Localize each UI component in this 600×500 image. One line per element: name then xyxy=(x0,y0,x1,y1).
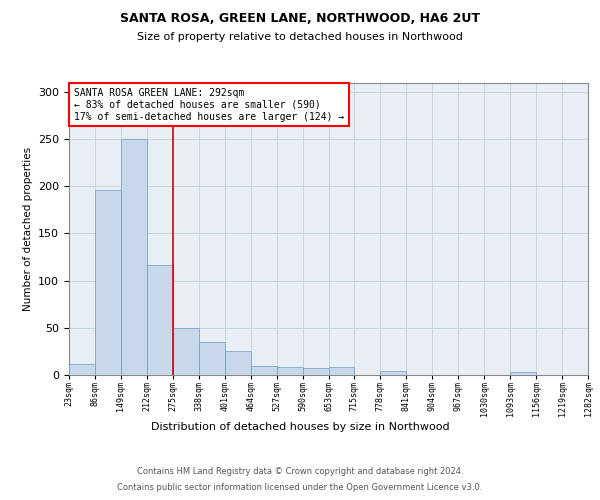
Bar xyxy=(121,139,147,375)
Bar xyxy=(277,366,302,375)
Bar xyxy=(380,371,406,375)
Bar xyxy=(147,264,173,375)
Text: Distribution of detached houses by size in Northwood: Distribution of detached houses by size … xyxy=(151,422,449,432)
Bar xyxy=(173,328,199,375)
Text: SANTA ROSA, GREEN LANE, NORTHWOOD, HA6 2UT: SANTA ROSA, GREEN LANE, NORTHWOOD, HA6 2… xyxy=(120,12,480,26)
Bar xyxy=(510,372,536,375)
Bar xyxy=(95,190,121,375)
Text: Contains HM Land Registry data © Crown copyright and database right 2024.: Contains HM Land Registry data © Crown c… xyxy=(137,468,463,476)
Bar xyxy=(69,364,95,375)
Bar xyxy=(251,366,277,375)
Y-axis label: Number of detached properties: Number of detached properties xyxy=(23,146,32,311)
Text: Size of property relative to detached houses in Northwood: Size of property relative to detached ho… xyxy=(137,32,463,42)
Bar xyxy=(225,352,251,375)
Bar xyxy=(329,366,355,375)
Text: SANTA ROSA GREEN LANE: 292sqm
← 83% of detached houses are smaller (590)
17% of : SANTA ROSA GREEN LANE: 292sqm ← 83% of d… xyxy=(74,88,344,122)
Text: Contains public sector information licensed under the Open Government Licence v3: Contains public sector information licen… xyxy=(118,482,482,492)
Bar xyxy=(302,368,329,375)
Bar xyxy=(199,342,224,375)
